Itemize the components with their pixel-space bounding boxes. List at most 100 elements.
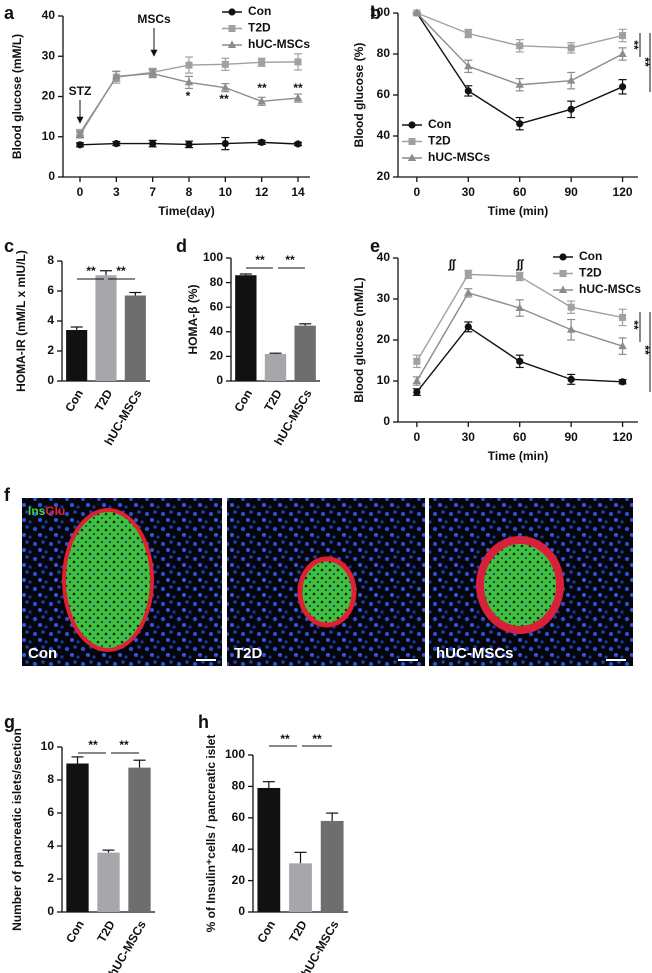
panel-label: e: [370, 236, 380, 256]
marker: [566, 325, 576, 333]
marker: [221, 139, 229, 148]
marker: [567, 303, 575, 311]
marker: [412, 376, 422, 384]
y-tick-label: 0: [216, 373, 223, 387]
y-tick-label: 10: [41, 739, 55, 753]
stain-ins: Ins: [28, 504, 46, 518]
x-tick-label: T2D: [261, 387, 285, 414]
marker: [566, 76, 576, 84]
marker: [112, 139, 120, 148]
marker: [464, 61, 473, 70]
panel-label: h: [198, 712, 209, 732]
y-axis-title: HOMA-IR (mM/L x mIU/L): [14, 250, 28, 392]
y-tick-label: 40: [232, 841, 246, 855]
x-tick-label: Con: [63, 918, 87, 945]
x-tick-label: T2D: [92, 387, 116, 414]
marker: [185, 61, 193, 69]
annotation: **: [86, 264, 96, 278]
annotation: **: [219, 92, 229, 106]
y-tick-label: 40: [210, 324, 224, 338]
annotation: **: [638, 57, 652, 67]
x-tick-label: 0: [414, 185, 421, 199]
caption: T2D: [234, 645, 263, 662]
marker: [619, 32, 627, 40]
panel-label: g: [4, 712, 15, 732]
marker: [408, 121, 416, 129]
x-tick-label: 12: [255, 185, 269, 199]
bar: [257, 787, 281, 912]
bar: [320, 820, 344, 912]
y-tick-label: 0: [48, 169, 55, 183]
y-axis-title: Number of pancreatic islets/section: [10, 728, 24, 931]
stain-glu: Glu: [45, 504, 65, 518]
marker: [464, 30, 472, 37]
x-tick-label: T2D: [286, 918, 310, 945]
y-tick-label: 6: [47, 805, 54, 819]
annotation: **: [312, 732, 322, 746]
annotation: **: [255, 253, 265, 267]
y-tick-label: 100: [225, 747, 245, 761]
marker: [227, 40, 237, 48]
x-tick-label: 14: [291, 185, 305, 199]
y-axis-title: Blood glucose (mM/L): [10, 34, 24, 159]
y-tick-label: 20: [232, 873, 246, 887]
x-tick-label: 10: [219, 185, 233, 199]
y-tick-label: 2: [47, 343, 54, 357]
marker: [257, 96, 266, 105]
x-tick-label: 120: [613, 185, 633, 199]
annotation: **: [257, 81, 267, 95]
annotation: MSCs: [137, 12, 171, 26]
image-panel-f: f InsGlu Con T2D hUC-MSCs: [4, 485, 633, 666]
x-tick-label: 0: [414, 430, 421, 444]
y-axis-title: % of Insulin⁺cells / pancreatic islet: [204, 735, 218, 933]
y-tick-label: 40: [377, 128, 391, 142]
marker: [75, 130, 85, 138]
annotation: **: [627, 320, 641, 330]
legend-label: T2D: [248, 21, 271, 35]
y-tick-label: 20: [377, 332, 391, 346]
marker: [258, 138, 266, 146]
y-tick-label: 100: [203, 250, 223, 264]
legend-label: T2D: [579, 266, 602, 280]
x-axis-title: Time(day): [158, 204, 214, 218]
marker: [516, 357, 524, 365]
marker: [228, 8, 236, 16]
annotation: **: [638, 345, 652, 355]
marker: [228, 25, 236, 32]
x-tick-label: 60: [513, 185, 527, 199]
marker: [185, 140, 193, 148]
marker: [516, 42, 524, 50]
marker: [464, 288, 473, 296]
marker: [293, 93, 303, 102]
marker: [408, 138, 416, 145]
islet: [297, 556, 357, 628]
marker: [618, 83, 627, 91]
annotation: **: [116, 264, 126, 278]
bar: [264, 353, 287, 381]
y-axis-title: Blood glucose (mM/L): [352, 277, 366, 402]
x-tick-label: 3: [113, 185, 120, 199]
x-tick-label: T2D: [94, 918, 118, 945]
x-tick-label: Con: [254, 918, 278, 945]
panel-label: b: [370, 3, 381, 23]
y-tick-label: 80: [377, 46, 391, 60]
caption: hUC-MSCs: [436, 645, 514, 662]
marker: [516, 272, 524, 280]
series-line: [416, 12, 623, 125]
x-tick-label: 120: [613, 430, 633, 444]
legend-label: hUC-MSCs: [579, 282, 641, 296]
y-tick-label: 6: [47, 283, 54, 297]
bar: [97, 852, 120, 912]
marker: [515, 80, 524, 88]
y-tick-label: 8: [47, 772, 54, 786]
y-tick-label: 10: [377, 373, 391, 387]
y-tick-label: 20: [42, 89, 56, 103]
annotation: **: [280, 732, 290, 746]
y-tick-label: 20: [210, 349, 224, 363]
x-axis-title: Time (min): [488, 449, 548, 463]
marker: [413, 357, 421, 365]
legend-label: hUC-MSCs: [248, 37, 310, 51]
y-tick-label: 0: [47, 904, 54, 918]
y-tick-label: 4: [47, 838, 54, 852]
